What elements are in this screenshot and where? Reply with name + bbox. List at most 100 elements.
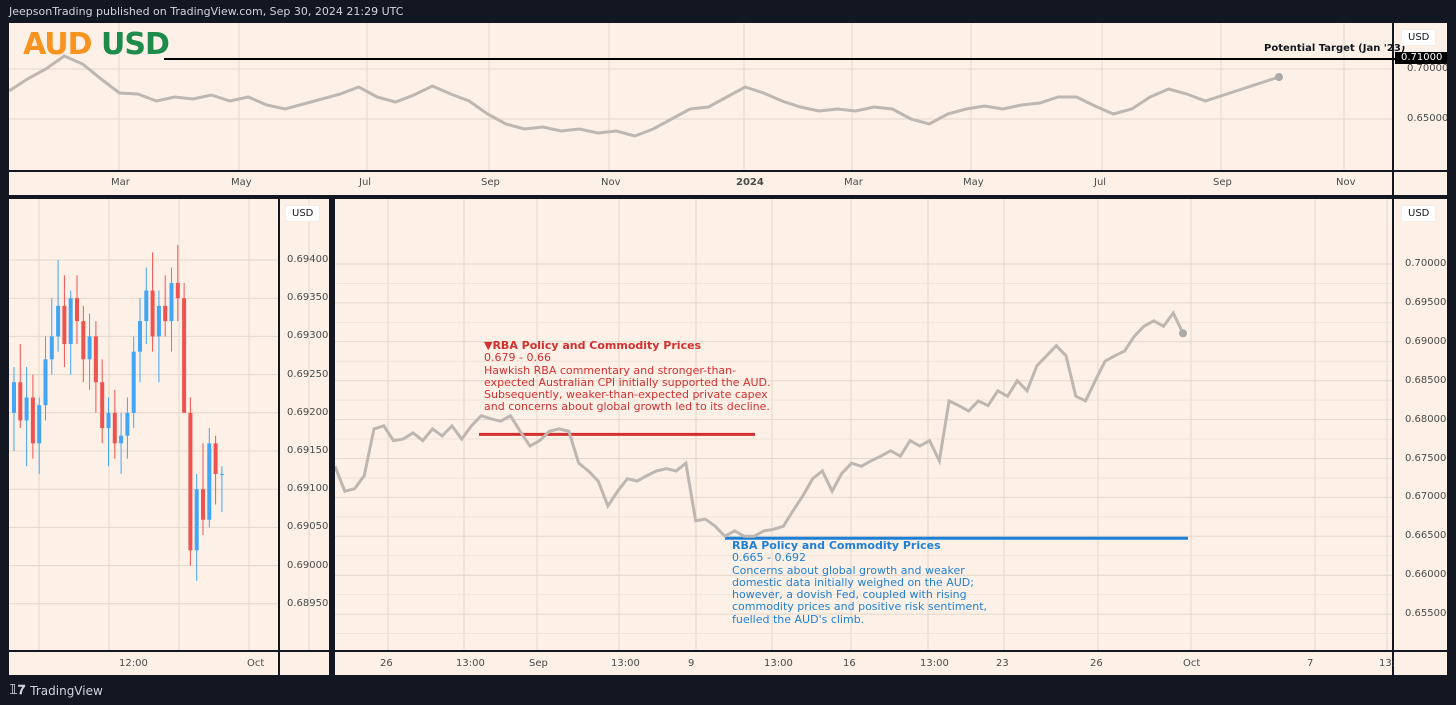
time-label: 23 xyxy=(996,658,1009,669)
overview-chart[interactable]: AUD USD Potential Target (Jan '23) USD 0… xyxy=(8,22,1448,196)
time-label: 12:00 xyxy=(119,658,148,669)
candle-body xyxy=(75,298,79,322)
price-label: 0.65500 xyxy=(1405,608,1447,620)
candle-body xyxy=(163,305,168,322)
price-label: 0.70000 xyxy=(1407,63,1448,74)
annotation-body: Concerns about global growth and weaker … xyxy=(732,563,988,626)
last-price-marker xyxy=(1275,73,1283,81)
annotation-title: RBA Policy and Commodity Prices xyxy=(732,539,941,552)
time-label: May xyxy=(231,177,252,188)
candle-body xyxy=(194,489,199,551)
price-label: 0.69250 xyxy=(287,368,329,380)
candle-body xyxy=(18,382,23,421)
candle-body xyxy=(150,290,155,337)
candle-body xyxy=(93,336,98,383)
candle-body xyxy=(81,321,86,360)
price-label: 0.67500 xyxy=(1405,452,1447,464)
price-label: 0.69350 xyxy=(287,292,329,304)
candle-body xyxy=(219,473,224,475)
time-label: 16 xyxy=(843,658,856,669)
price-label: 0.69000 xyxy=(1405,335,1447,347)
candle-body xyxy=(37,405,42,444)
candle-body xyxy=(144,290,149,322)
time-label: Oct xyxy=(247,658,265,669)
candle-body xyxy=(100,382,105,429)
candle-body xyxy=(131,351,136,413)
time-label: Oct xyxy=(1183,658,1201,669)
time-label: 13:00 xyxy=(611,658,640,669)
candle-body xyxy=(169,282,174,322)
candle-body xyxy=(24,397,29,421)
price-label: 0.69100 xyxy=(287,483,329,495)
time-label: Sep xyxy=(1213,177,1232,188)
candle-body xyxy=(207,443,212,520)
candle-body xyxy=(112,412,117,444)
time-label: Jul xyxy=(1094,177,1107,188)
candle-body xyxy=(213,443,218,474)
candle-body xyxy=(138,321,142,352)
candle-body xyxy=(156,305,161,337)
time-label: 13:00 xyxy=(764,658,793,669)
time-label: 7 xyxy=(1307,658,1314,669)
candle-body xyxy=(182,298,187,413)
price-label: 0.70000 xyxy=(1405,258,1447,269)
time-label: 13: xyxy=(1379,658,1396,669)
logo-quote: USD xyxy=(101,27,170,62)
candle-body xyxy=(68,298,73,345)
price-label: 0.68000 xyxy=(1405,413,1447,425)
candle-body xyxy=(43,359,48,406)
time-label: 26 xyxy=(1090,658,1103,669)
time-label: 9 xyxy=(688,658,695,669)
candle-body xyxy=(12,382,16,413)
price-label: 0.69300 xyxy=(287,330,329,342)
candle-body xyxy=(201,489,205,520)
time-label: Jul xyxy=(359,177,372,188)
price-label: 0.69200 xyxy=(287,406,329,418)
time-label: Nov xyxy=(601,177,621,188)
candle-body xyxy=(87,336,92,360)
time-label: Sep xyxy=(481,177,500,188)
candle-body xyxy=(175,282,180,299)
time-label: 13:00 xyxy=(456,658,485,669)
candlestick-plot xyxy=(9,199,329,675)
time-label: 26 xyxy=(380,658,393,669)
annotation-red: ▼RBA Policy and Commodity Prices 0.679 -… xyxy=(484,339,774,414)
time-label: 2024 xyxy=(736,177,764,188)
candle-body xyxy=(125,412,130,436)
annotation-body: Hawkish RBA commentary and stronger-than… xyxy=(484,363,771,414)
price-label: 0.68950 xyxy=(287,597,329,609)
last-price-marker xyxy=(1179,329,1187,338)
price-label: 0.65000 xyxy=(1407,113,1448,124)
tradingview-logo-icon: 𝟙𝟕 xyxy=(9,683,26,698)
annotation-blue: RBA Policy and Commodity Prices 0.665 - … xyxy=(732,539,997,626)
price-label: 0.67000 xyxy=(1405,491,1447,503)
candle-body xyxy=(188,412,193,551)
target-price-tag: 0.71000 xyxy=(1395,52,1447,64)
time-label: Mar xyxy=(111,177,130,188)
time-label: 13:00 xyxy=(920,658,949,669)
candle-body xyxy=(30,397,35,444)
logo-base: AUD xyxy=(23,27,93,62)
time-label: May xyxy=(963,177,984,188)
price-line xyxy=(9,54,1280,138)
footer-brand[interactable]: 𝟙𝟕 TradingView xyxy=(9,683,103,698)
overview-plot xyxy=(9,23,1447,195)
price-label: 0.69500 xyxy=(1405,296,1447,308)
price-label: 0.69000 xyxy=(287,559,329,571)
currency-button[interactable]: USD xyxy=(1401,29,1437,46)
time-label: Nov xyxy=(1336,177,1356,188)
price-label: 0.66500 xyxy=(1405,530,1447,542)
main-chart[interactable]: USD 0.70000 0.69500 0.69000 0.68500 0.68000 0… xyxy=(334,198,1448,676)
currency-button[interactable]: USD xyxy=(1401,205,1437,222)
main-plot xyxy=(335,199,1447,675)
annotation-range: 0.665 - 0.692 xyxy=(732,551,806,565)
candle-body xyxy=(119,435,124,444)
currency-button[interactable]: USD xyxy=(285,205,321,222)
brand-name: TradingView xyxy=(30,683,103,698)
price-label: 0.69150 xyxy=(287,445,329,456)
price-label: 0.68500 xyxy=(1405,374,1447,386)
candle-body xyxy=(62,305,67,345)
price-label: 0.69400 xyxy=(287,254,329,265)
price-label: 0.66000 xyxy=(1405,569,1447,581)
intraday-chart[interactable]: USD 0.69400 0.69350 0.69300 0.69250 0.69200 0… xyxy=(8,198,330,676)
